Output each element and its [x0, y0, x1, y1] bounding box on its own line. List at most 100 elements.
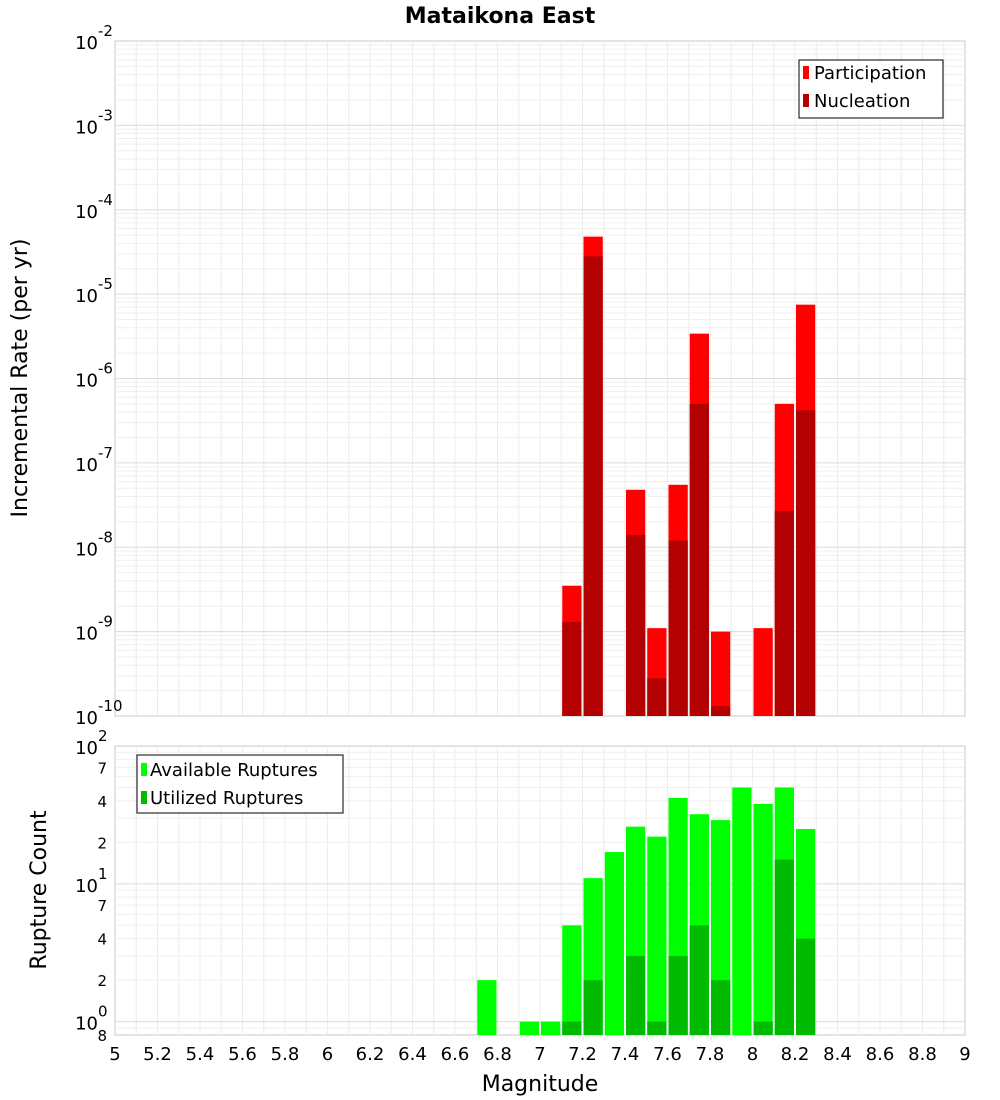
count-y-tick-label: 2 — [97, 972, 107, 990]
rate-y-tick-label: 10 — [75, 455, 98, 476]
count-y-tick-label: 4 — [97, 793, 107, 811]
rate-bar-s1 — [711, 631, 731, 716]
count-y-tick-label: 10 — [75, 738, 98, 759]
utilized-swatch — [141, 791, 147, 804]
count-bar-s2 — [668, 955, 688, 1035]
rate-y-tick-label: 10 — [75, 708, 98, 729]
utilized-legend-label: Utilized Ruptures — [150, 788, 303, 809]
count-bar-s1 — [519, 1021, 539, 1035]
count-y-tick-exponent: 0 — [98, 1003, 108, 1021]
x-tick-label: 5.6 — [228, 1044, 257, 1065]
x-ticks: 5 5.2 5.4 5.6 5.8 6 6.2 6.4 6.6 6.8 7 7.2 7.4 7.6 7.8 8… — [109, 1044, 970, 1065]
x-tick-label: 8.6 — [866, 1044, 895, 1065]
rate-bar-s2 — [647, 678, 667, 716]
count-bar-s2 — [796, 938, 816, 1035]
count-bar-s1 — [604, 852, 624, 1035]
x-tick-label: 8.4 — [823, 1044, 852, 1065]
available-legend-label: Available Ruptures — [150, 760, 318, 781]
rate-bar-s2 — [711, 706, 731, 716]
count-bar-s2 — [774, 859, 794, 1035]
rate-y-tick-label: 10 — [75, 624, 98, 645]
count-y-tick-exponent: 1 — [98, 865, 108, 883]
count-bar-s2 — [562, 1021, 582, 1035]
x-tick-label: 7.6 — [653, 1044, 682, 1065]
count-y-tick-label: 7 — [97, 897, 107, 915]
rate-y-tick-label: 10 — [75, 286, 98, 307]
count-bar-s1 — [732, 787, 752, 1035]
rate-legend: Participation Nucleation — [798, 59, 944, 119]
rate-y-tick-label: 10 — [75, 539, 98, 560]
x-tick-label: 5.4 — [186, 1044, 215, 1065]
rate-bar-s2 — [668, 540, 688, 716]
x-tick-label: 6.4 — [398, 1044, 427, 1065]
rate-y-tick-label: 10 — [75, 117, 98, 138]
count-bar-s2 — [583, 980, 603, 1035]
count-y-tick-label: 10 — [75, 876, 98, 897]
rate-bars — [562, 236, 816, 716]
x-tick-label: 7.4 — [611, 1044, 640, 1065]
count-bar-s2 — [647, 1021, 667, 1035]
x-tick-label: 6.2 — [356, 1044, 385, 1065]
participation-legend-label: Participation — [814, 63, 926, 84]
nucleation-legend-label: Nucleation — [814, 91, 910, 112]
x-tick-label: 6.6 — [441, 1044, 470, 1065]
participation-swatch — [803, 66, 809, 79]
rate-y-tick-exponent: -10 — [98, 697, 123, 715]
rate-y-tick-exponent: -9 — [98, 613, 113, 631]
rate-y-tick-label: 10 — [75, 33, 98, 54]
rate-grid — [115, 41, 965, 716]
rate-y-tick-exponent: -7 — [98, 444, 113, 462]
nucleation-swatch — [803, 94, 809, 107]
rate-y-tick-exponent: -5 — [98, 275, 113, 293]
x-tick-label: 8.8 — [908, 1044, 937, 1065]
count-y-tick-label: 8 — [97, 1027, 107, 1045]
x-tick-label: 6 — [322, 1044, 333, 1065]
count-bars — [477, 787, 816, 1035]
count-bar-s1 — [477, 980, 497, 1035]
rate-y-tick-label: 10 — [75, 202, 98, 223]
count-legend: Available Ruptures Utilized Ruptures — [136, 754, 344, 814]
x-tick-label: 7.2 — [568, 1044, 597, 1065]
x-tick-label: 5.2 — [143, 1044, 172, 1065]
x-tick-label: 8.2 — [781, 1044, 810, 1065]
rate-y-axis-label: Incremental Rate (per yr) — [8, 239, 33, 518]
count-y-tick-label: 10 — [75, 1014, 98, 1035]
count-bar-s1 — [562, 925, 582, 1035]
rate-y-tick-exponent: -4 — [98, 191, 113, 209]
x-tick-label: 7 — [534, 1044, 545, 1065]
rate-bar-s2 — [796, 410, 816, 716]
rate-bar-s2 — [774, 510, 794, 716]
count-bar-s1 — [541, 1021, 561, 1035]
count-y-axis-label: Rupture Count — [27, 810, 52, 970]
rate-bar-s2 — [562, 622, 582, 716]
count-y-tick-label: 7 — [97, 759, 107, 777]
x-tick-label: 5.8 — [271, 1044, 300, 1065]
available-swatch — [141, 763, 147, 776]
rate-legend-box — [798, 59, 944, 119]
rate-bar-s1 — [753, 628, 773, 716]
count-y-tick-exponent: 2 — [98, 727, 108, 745]
count-y-tick-label: 2 — [97, 834, 107, 852]
rate-y-tick-exponent: -3 — [98, 106, 113, 124]
count-bar-s2 — [689, 925, 709, 1035]
x-tick-label: 9 — [959, 1044, 970, 1065]
count-bar-s1 — [647, 836, 667, 1035]
rate-bar-s2 — [689, 403, 709, 716]
count-bar-s2 — [626, 955, 646, 1035]
count-bar-s2 — [711, 980, 731, 1035]
x-tick-label: 6.8 — [483, 1044, 512, 1065]
x-axis-label: Magnitude — [482, 1072, 599, 1097]
x-tick-label: 8 — [747, 1044, 758, 1065]
count-bar-s2 — [753, 1021, 773, 1035]
rate-y-tick-label: 10 — [75, 371, 98, 392]
count-legend-box — [136, 754, 344, 814]
count-grid — [115, 746, 965, 1035]
rate-bar-s2 — [626, 534, 646, 716]
rate-y-tick-exponent: -2 — [98, 22, 113, 40]
rate-y-tick-exponent: -6 — [98, 360, 113, 378]
x-tick-label: 7.8 — [696, 1044, 725, 1065]
